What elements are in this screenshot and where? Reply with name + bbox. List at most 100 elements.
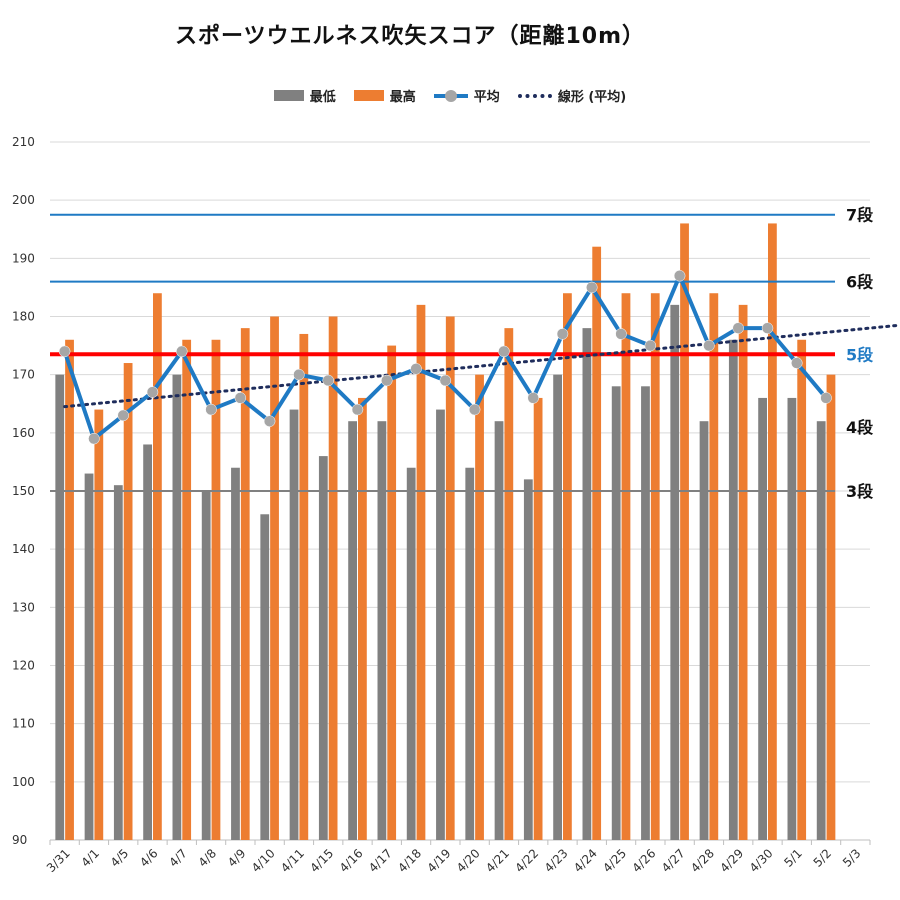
dan-label: 3段 (846, 482, 874, 501)
x-tick-label: 4/16 (337, 846, 366, 875)
bar-min (436, 409, 445, 840)
bar-max (211, 339, 221, 840)
bar-max (328, 316, 338, 840)
bar-max (416, 304, 426, 840)
x-tick-label: 4/7 (166, 846, 190, 870)
bar-min (260, 514, 270, 840)
bar-max (123, 363, 133, 840)
bar-min (377, 421, 387, 840)
bar-max (504, 328, 514, 840)
average-marker (322, 374, 334, 387)
bar-max (153, 293, 162, 840)
average-marker (351, 403, 364, 416)
bar-max (650, 293, 660, 840)
average-marker (293, 368, 305, 381)
average-marker (58, 345, 71, 358)
bar-min (231, 467, 240, 840)
average-marker (146, 386, 159, 398)
bar-min (84, 473, 94, 840)
bar-min (201, 491, 211, 840)
average-marker (468, 403, 481, 416)
average-marker (703, 339, 715, 352)
bar-max (299, 333, 309, 840)
average-marker (761, 322, 774, 334)
average-marker (439, 374, 452, 387)
bar-max (533, 397, 543, 840)
y-tick-label: 90 (12, 833, 27, 847)
y-tick-label: 150 (12, 484, 35, 498)
legend-label-min: 最低 (309, 90, 336, 105)
dan-label: 6段 (846, 273, 874, 292)
bar-max (592, 246, 602, 840)
legend-item-avg: 平均 (433, 86, 500, 105)
bar-max (65, 339, 74, 840)
average-marker (381, 374, 393, 387)
y-tick-label: 180 (12, 310, 35, 324)
x-tick-label: 4/20 (454, 846, 483, 875)
legend-swatch-min (273, 90, 304, 101)
dan-label: 4段 (846, 418, 874, 437)
legend-item-min: 最低 (273, 86, 336, 105)
bar-min (641, 386, 650, 840)
bar-max (182, 339, 192, 840)
x-tick-label: 4/1 (78, 846, 102, 870)
average-marker (615, 328, 627, 340)
average-marker (644, 339, 657, 352)
y-tick-label: 200 (12, 193, 35, 207)
x-tick-label: 4/11 (278, 846, 307, 875)
average-marker (410, 363, 422, 375)
average-marker (117, 409, 129, 422)
x-tick-label: 4/22 (512, 846, 541, 875)
bar-min (55, 374, 65, 840)
bar-min (553, 374, 562, 840)
bar-min (348, 421, 357, 840)
legend-swatch-max (353, 90, 384, 101)
y-tick-label: 160 (12, 426, 35, 440)
y-tick-label: 190 (12, 251, 35, 265)
bar-min (758, 397, 767, 840)
x-tick-label: 4/27 (659, 846, 688, 875)
bar-min (494, 421, 504, 840)
y-tick-label: 170 (12, 368, 35, 382)
average-marker (820, 392, 832, 404)
bar-max (768, 223, 777, 840)
x-tick-label: 4/21 (483, 846, 512, 875)
bar-max (94, 409, 104, 840)
x-tick-label: 5/1 (781, 846, 805, 870)
bar-max (358, 397, 367, 840)
y-tick-label: 110 (12, 717, 35, 731)
x-tick-label: 4/23 (542, 846, 571, 875)
bar-min (523, 479, 533, 840)
dan-label: 5段 (846, 345, 874, 364)
bar-max (797, 339, 807, 840)
bar-max (387, 345, 397, 840)
x-tick-label: 4/30 (747, 846, 776, 875)
x-tick-label: 5/3 (840, 846, 864, 870)
y-tick-label: 120 (12, 659, 35, 673)
bar-max (270, 316, 279, 840)
legend-label-avg: 平均 (473, 90, 500, 105)
bar-min (406, 467, 416, 840)
bar-max (563, 293, 572, 840)
legend-item-max: 最高 (353, 86, 416, 105)
average-marker (498, 345, 510, 358)
average-marker (732, 322, 744, 334)
x-tick-label: 4/8 (196, 846, 220, 870)
bar-max (621, 293, 631, 840)
bar-max (680, 223, 689, 840)
chart-title: スポーツウエルネス吹矢スコア（距離10m） (174, 24, 646, 49)
bar-max (709, 293, 719, 840)
legend-swatch-trend (517, 93, 552, 98)
bar-min (611, 386, 621, 840)
average-marker (176, 345, 188, 358)
bar-min (728, 339, 738, 840)
bar-min (816, 421, 826, 840)
bar-min (172, 374, 182, 840)
average-marker (791, 357, 803, 369)
bar-max (445, 316, 455, 840)
average-marker (88, 432, 100, 445)
bar-min (582, 328, 592, 840)
x-tick-label: 4/6 (137, 846, 161, 870)
bar-max (475, 374, 484, 840)
